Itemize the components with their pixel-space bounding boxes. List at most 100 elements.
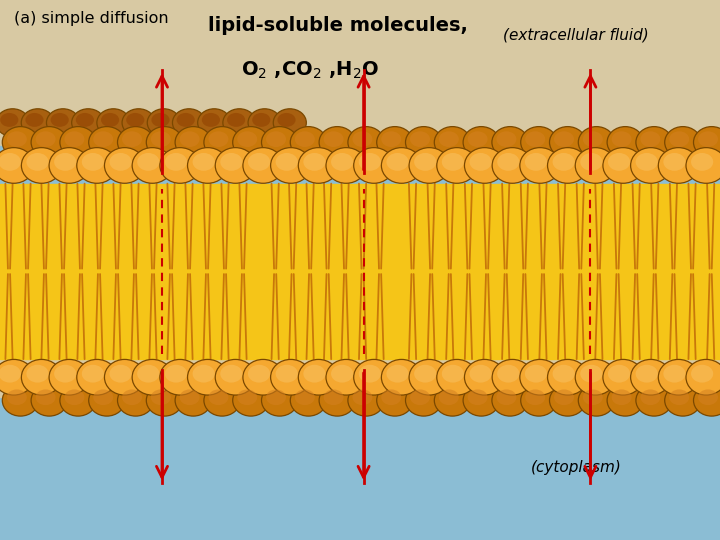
Ellipse shape [665,384,701,416]
Ellipse shape [22,147,62,183]
Ellipse shape [65,131,84,147]
Ellipse shape [552,365,575,382]
Ellipse shape [31,384,68,416]
Ellipse shape [377,126,413,158]
Ellipse shape [582,389,603,405]
Ellipse shape [252,113,271,127]
Ellipse shape [607,384,644,416]
Ellipse shape [641,389,660,405]
Ellipse shape [303,365,325,382]
Ellipse shape [215,360,256,395]
Ellipse shape [202,113,220,127]
Ellipse shape [464,360,505,395]
Ellipse shape [101,113,120,127]
Ellipse shape [132,147,173,183]
Ellipse shape [603,360,643,395]
Ellipse shape [276,153,298,171]
Ellipse shape [117,126,154,158]
Text: lipid-soluble molecules,: lipid-soluble molecules, [209,16,468,35]
Ellipse shape [271,147,311,183]
Ellipse shape [0,109,29,137]
Ellipse shape [463,384,500,416]
Ellipse shape [151,131,171,147]
Ellipse shape [631,360,671,395]
Ellipse shape [60,384,96,416]
Ellipse shape [636,153,658,171]
Bar [0,321,720,397]
Ellipse shape [36,131,55,147]
Ellipse shape [295,131,315,147]
Ellipse shape [578,126,615,158]
Ellipse shape [549,126,586,158]
Ellipse shape [243,360,283,395]
Ellipse shape [22,360,62,395]
Ellipse shape [243,147,283,183]
Ellipse shape [468,389,487,405]
Ellipse shape [582,131,603,147]
Ellipse shape [547,360,588,395]
Ellipse shape [405,384,442,416]
Ellipse shape [669,389,689,405]
Ellipse shape [0,147,34,183]
Ellipse shape [271,360,311,395]
Ellipse shape [290,126,327,158]
Ellipse shape [658,147,698,183]
Ellipse shape [31,126,68,158]
Ellipse shape [146,384,183,416]
Ellipse shape [607,126,644,158]
Ellipse shape [89,126,125,158]
Ellipse shape [220,153,243,171]
Ellipse shape [612,389,631,405]
Ellipse shape [277,113,296,127]
Ellipse shape [698,389,718,405]
Ellipse shape [326,360,366,395]
Ellipse shape [693,126,720,158]
Ellipse shape [109,153,132,171]
Ellipse shape [175,126,212,158]
Ellipse shape [442,153,464,171]
Ellipse shape [276,365,298,382]
Ellipse shape [603,147,643,183]
Text: (a) simple diffusion: (a) simple diffusion [14,11,169,26]
Ellipse shape [238,389,257,405]
Ellipse shape [303,153,325,171]
Ellipse shape [354,360,394,395]
Ellipse shape [180,131,199,147]
Ellipse shape [77,360,117,395]
Ellipse shape [525,131,545,147]
Ellipse shape [496,389,516,405]
Ellipse shape [180,389,199,405]
Ellipse shape [192,365,215,382]
Ellipse shape [109,365,132,382]
Ellipse shape [382,389,401,405]
Ellipse shape [352,389,372,405]
Ellipse shape [359,153,381,171]
Ellipse shape [324,131,343,147]
Ellipse shape [122,109,155,137]
Ellipse shape [410,389,430,405]
Ellipse shape [220,365,243,382]
Ellipse shape [410,131,430,147]
Ellipse shape [233,126,269,158]
Ellipse shape [173,109,205,137]
Ellipse shape [223,109,256,137]
Ellipse shape [552,153,575,171]
Ellipse shape [290,384,327,416]
Ellipse shape [65,389,84,405]
Ellipse shape [438,131,459,147]
Ellipse shape [248,365,270,382]
Ellipse shape [496,131,516,147]
Ellipse shape [7,389,27,405]
Ellipse shape [138,365,159,382]
Ellipse shape [36,389,55,405]
Ellipse shape [608,153,630,171]
Ellipse shape [691,153,714,171]
Ellipse shape [146,126,183,158]
Ellipse shape [498,365,519,382]
Ellipse shape [204,126,240,158]
Ellipse shape [464,147,505,183]
Bar [0,157,720,540]
Ellipse shape [298,147,338,183]
Ellipse shape [82,153,104,171]
Ellipse shape [525,365,547,382]
